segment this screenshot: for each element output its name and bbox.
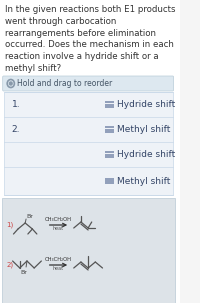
Text: heat: heat bbox=[53, 267, 64, 271]
Text: Hydride shift: Hydride shift bbox=[117, 100, 175, 109]
Text: CH₃CH₂OH: CH₃CH₂OH bbox=[45, 217, 72, 222]
FancyBboxPatch shape bbox=[4, 92, 173, 195]
Text: Hold and drag to reorder: Hold and drag to reorder bbox=[17, 79, 112, 88]
Text: 2.: 2. bbox=[12, 125, 20, 134]
Text: Methyl shift: Methyl shift bbox=[117, 177, 170, 185]
Text: In the given reactions both E1 products
went through carbocation
rearrangements : In the given reactions both E1 products … bbox=[5, 5, 176, 73]
Text: 2): 2) bbox=[6, 262, 13, 268]
Text: Br: Br bbox=[26, 215, 33, 219]
Text: Hydride shift: Hydride shift bbox=[117, 150, 175, 159]
Text: CH₃CH₂OH: CH₃CH₂OH bbox=[45, 257, 72, 262]
Text: 1.: 1. bbox=[12, 100, 20, 109]
Text: Br: Br bbox=[21, 270, 28, 275]
Text: 1): 1) bbox=[6, 222, 14, 228]
Text: heat: heat bbox=[53, 227, 64, 231]
Text: Methyl shift: Methyl shift bbox=[117, 125, 170, 134]
Circle shape bbox=[9, 82, 12, 85]
FancyBboxPatch shape bbox=[3, 76, 174, 91]
FancyBboxPatch shape bbox=[2, 198, 175, 303]
